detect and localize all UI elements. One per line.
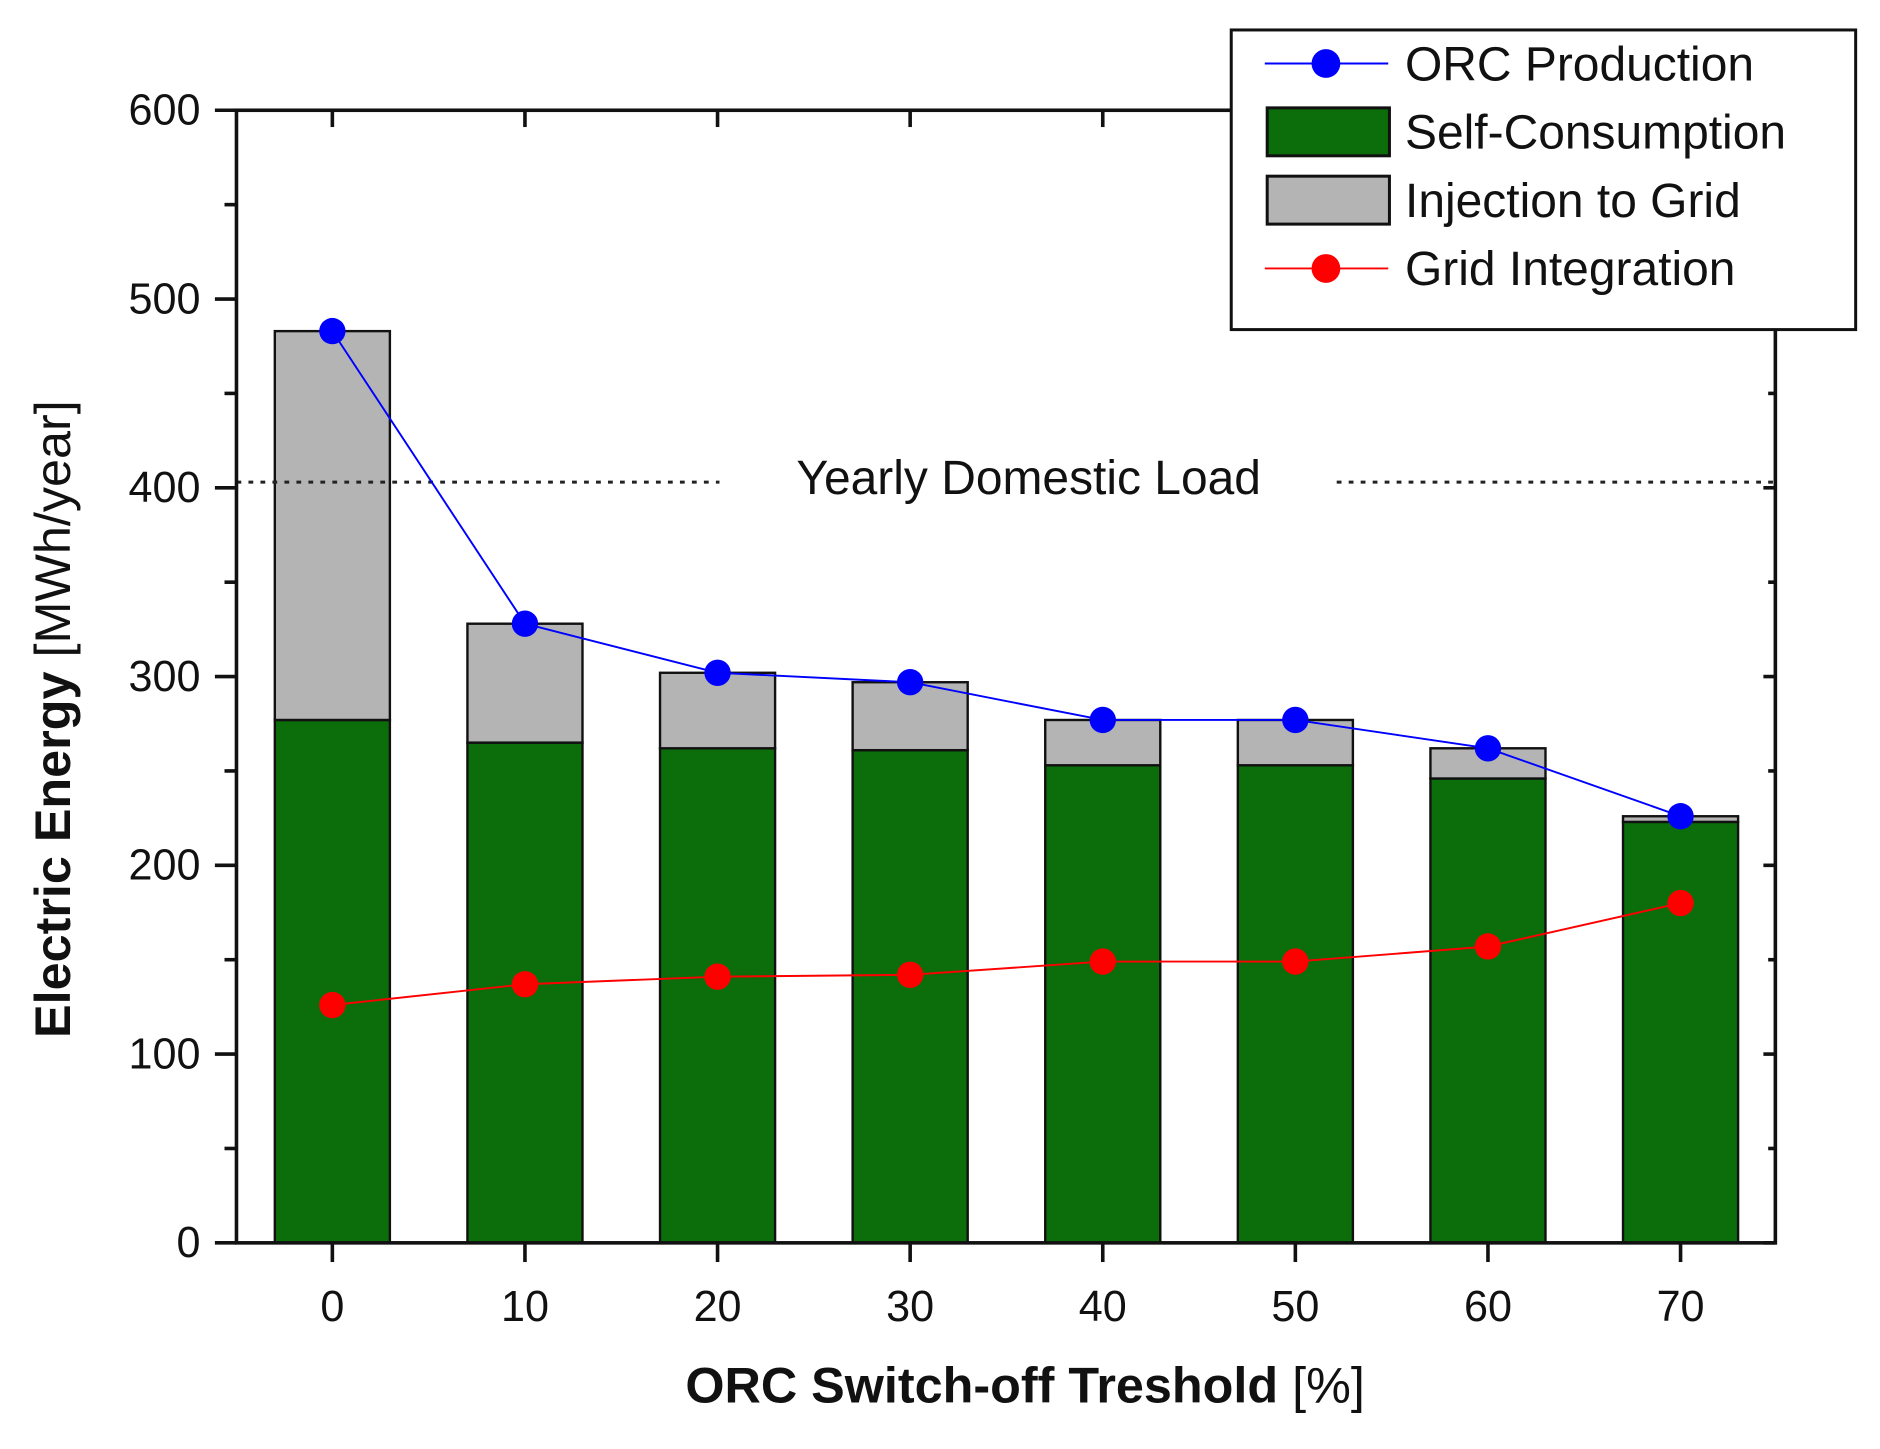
y-tick-label: 600 bbox=[129, 87, 201, 135]
reference-line: Yearly Domestic Load bbox=[236, 452, 1776, 505]
legend-grid-integration-marker bbox=[1311, 254, 1341, 283]
orc-production-point bbox=[1282, 706, 1309, 734]
y-axis-label: Electric Energy [MWh/year] bbox=[24, 400, 81, 1038]
grid-integration-point bbox=[1474, 933, 1502, 960]
y-tick-label: 100 bbox=[129, 1030, 201, 1078]
grid-integration-point bbox=[1089, 948, 1116, 975]
orc-production-point bbox=[1667, 803, 1694, 830]
bar-self-consumption bbox=[273, 718, 392, 1245]
legend-orc-production-marker bbox=[1311, 49, 1341, 78]
bar-self-consumption bbox=[1621, 820, 1740, 1245]
legend-self-consumption-label: Self-Consumption bbox=[1405, 107, 1786, 160]
x-tick-label: 20 bbox=[694, 1283, 742, 1331]
orc-production-point bbox=[896, 669, 924, 696]
y-tick-label: 400 bbox=[129, 464, 201, 512]
orc-production-point bbox=[319, 317, 346, 345]
bar-injection-to-grid bbox=[273, 329, 392, 722]
legend: ORC Production Self-Consumption Injection … bbox=[1229, 28, 1858, 332]
x-tick-label: 10 bbox=[501, 1283, 549, 1331]
x-tick-label: 40 bbox=[1079, 1283, 1127, 1331]
grid-integration-line bbox=[332, 902, 1681, 1006]
series-lines bbox=[319, 317, 1694, 1019]
x-tick-label: 50 bbox=[1271, 1283, 1319, 1331]
grid-integration-point bbox=[511, 971, 539, 998]
legend-self-consumption-swatch bbox=[1265, 106, 1391, 158]
grid-integration-point bbox=[704, 963, 731, 990]
x-tick-label: 60 bbox=[1464, 1283, 1512, 1331]
x-tick-label: 30 bbox=[886, 1283, 934, 1331]
y-tick-label: 200 bbox=[129, 842, 201, 890]
x-tick-label: 70 bbox=[1657, 1283, 1705, 1331]
grid-integration-point bbox=[896, 961, 924, 988]
grid-integration-point bbox=[1667, 889, 1694, 917]
bar-self-consumption bbox=[1236, 764, 1355, 1245]
bar-self-consumption bbox=[1044, 764, 1162, 1245]
orc-production-point bbox=[1089, 706, 1116, 734]
y-tick-label: 300 bbox=[129, 653, 201, 701]
y-tick-label: 500 bbox=[129, 275, 201, 323]
grid-integration-point bbox=[319, 991, 346, 1019]
bar-self-consumption bbox=[1429, 777, 1547, 1245]
x-tick-label: 0 bbox=[320, 1283, 344, 1331]
x-axis-label: ORC Switch-off Treshold [%] bbox=[685, 1356, 1364, 1413]
orc-production-line bbox=[331, 330, 1681, 818]
bar-self-consumption bbox=[658, 747, 777, 1245]
orc-production-point bbox=[511, 610, 539, 637]
legend-injection-to-grid-label: Injection to Grid bbox=[1405, 175, 1741, 228]
bar-injection-to-grid bbox=[466, 622, 584, 744]
y-tick-label: 0 bbox=[177, 1219, 201, 1267]
legend-grid-integration-label: Grid Integration bbox=[1405, 243, 1735, 296]
legend-injection-to-grid-swatch bbox=[1265, 174, 1391, 226]
legend-orc-production-label: ORC Production bbox=[1405, 38, 1754, 91]
grid-integration-point bbox=[1282, 948, 1309, 975]
orc-production-point bbox=[704, 659, 731, 686]
reference-line-label: Yearly Domestic Load bbox=[796, 452, 1261, 505]
bar-self-consumption bbox=[851, 748, 969, 1245]
orc-production-point bbox=[1474, 735, 1502, 762]
